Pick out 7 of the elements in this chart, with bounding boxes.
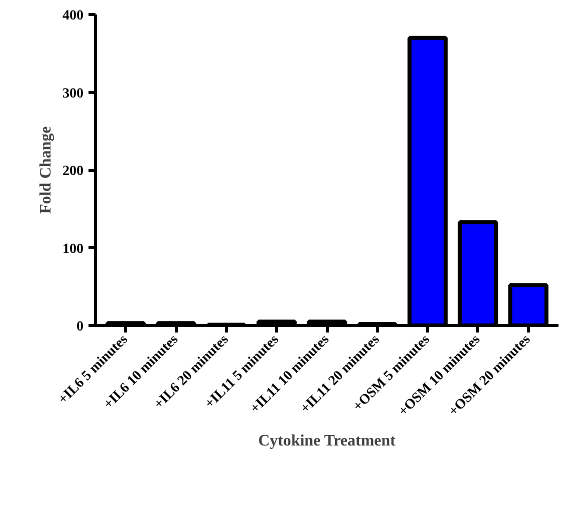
y-tick-label: 300	[62, 86, 84, 102]
y-tick-label: 0	[76, 320, 84, 334]
y-tick-label: 200	[62, 164, 84, 179]
y-axis-title: Fold Change	[38, 126, 54, 214]
y-tick-label: 400	[62, 8, 84, 24]
x-axis-title: Cytokine Treatment	[258, 432, 396, 450]
y-tick-label: 100	[62, 242, 84, 257]
